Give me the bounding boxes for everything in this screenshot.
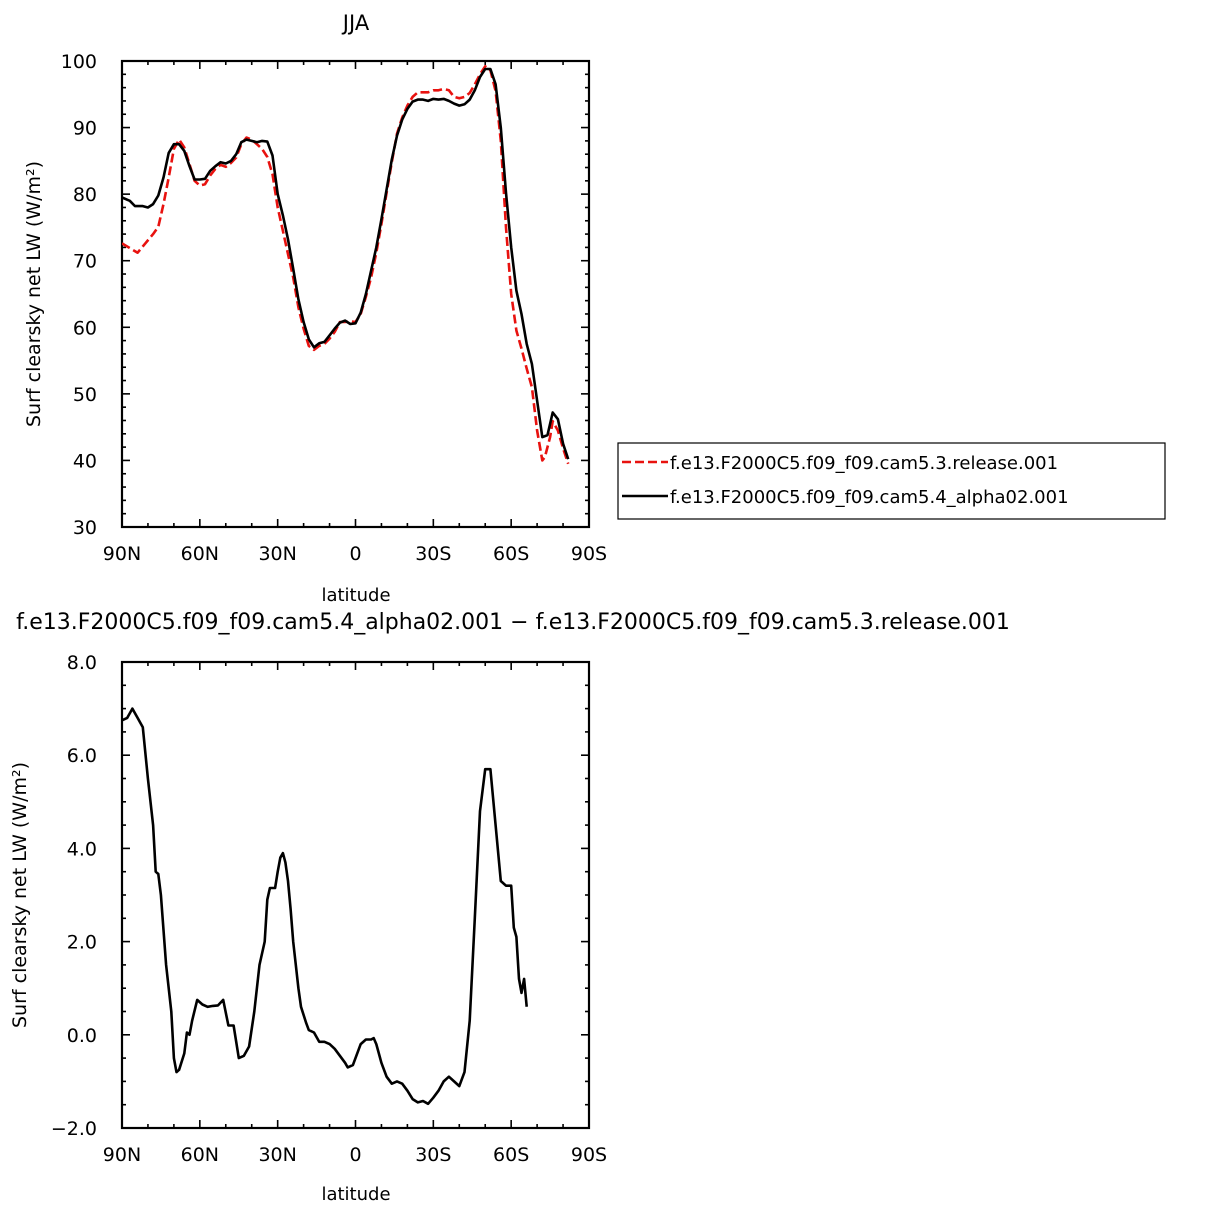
- y-tick-label: 4.0: [67, 838, 97, 860]
- legend-box: [617, 442, 1166, 520]
- y-tick-label: 0.0: [67, 1025, 97, 1047]
- y-tick-label: 100: [61, 51, 97, 73]
- bottom-chart-title: f.e13.F2000C5.f09_f09.cam5.4_alpha02.001…: [16, 610, 1010, 635]
- series-line-1: [122, 67, 570, 460]
- top-chart-axes: 90N 60N 30N 0 30S 60S 90S 30 40 50 60 70 80 90 100: [61, 51, 607, 565]
- bottom-chart-xlabel: latitude: [321, 1184, 390, 1205]
- legend-label-alpha: f.e13.F2000C5.f09_f09.cam5.4_alpha02.001: [670, 487, 1069, 508]
- y-tick-label: 8.0: [67, 652, 97, 674]
- series-line-0: [122, 707, 528, 1106]
- bottom-chart-ylabel: Surf clearsky net LW (W/m²): [9, 762, 31, 1028]
- x-tick-label: 90N: [103, 1144, 141, 1166]
- x-tick-label: 0: [349, 543, 361, 565]
- x-tick-label: 60S: [493, 543, 529, 565]
- series-line-0: [122, 65, 570, 465]
- y-tick-label: 90: [73, 118, 97, 140]
- top-chart-title: JJA: [341, 11, 370, 35]
- top-chart-xlabel: latitude: [321, 585, 390, 606]
- y-tick-label: −2.0: [51, 1118, 97, 1140]
- x-tick-label: 30S: [415, 1144, 451, 1166]
- y-tick-label: 2.0: [67, 932, 97, 954]
- top-chart-series: [122, 65, 570, 465]
- y-tick-label: 50: [73, 384, 97, 406]
- x-tick-label: 90S: [571, 1144, 607, 1166]
- x-tick-label: 90N: [103, 543, 141, 565]
- legend: f.e13.F2000C5.f09_f09.cam5.3.release.001…: [617, 442, 1166, 520]
- top-chart-ylabel: Surf clearsky net LW (W/m²): [23, 161, 45, 427]
- plot-frame: [120, 59, 591, 529]
- y-tick-label: 40: [73, 450, 97, 472]
- y-tick-label: 30: [73, 517, 97, 539]
- legend-label-release: f.e13.F2000C5.f09_f09.cam5.3.release.001: [670, 453, 1058, 474]
- x-tick-label: 30N: [258, 543, 296, 565]
- x-tick-label: 60N: [181, 1144, 219, 1166]
- x-tick-label: 90S: [571, 543, 607, 565]
- y-tick-label: 6.0: [67, 745, 97, 767]
- x-tick-label: 0: [349, 1144, 361, 1166]
- y-tick-label: 70: [73, 251, 97, 273]
- x-tick-label: 30S: [415, 543, 451, 565]
- bottom-chart-series: [122, 707, 528, 1106]
- y-tick-label: 60: [73, 317, 97, 339]
- bottom-chart-axes: 90N 60N 30N 0 30S 60S 90S −2.0 0.0 2.0 4.0 6.0 8.0: [51, 652, 607, 1166]
- x-tick-label: 60N: [181, 543, 219, 565]
- x-tick-label: 30N: [258, 1144, 296, 1166]
- bottom-chart: f.e13.F2000C5.f09_f09.cam5.4_alpha02.001…: [9, 610, 1010, 1205]
- x-tick-label: 60S: [493, 1144, 529, 1166]
- top-chart: JJA latitude Surf clearsky net LW (W/m²)…: [23, 11, 607, 606]
- y-tick-label: 80: [73, 184, 97, 206]
